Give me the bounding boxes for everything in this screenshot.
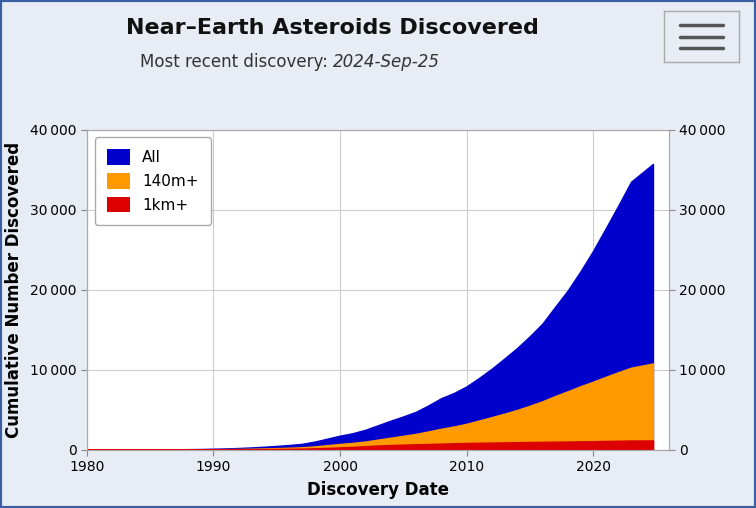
X-axis label: Discovery Date: Discovery Date: [307, 481, 449, 499]
Text: Most recent discovery:: Most recent discovery:: [140, 53, 333, 71]
Text: Near–Earth Asteroids Discovered: Near–Earth Asteroids Discovered: [126, 18, 539, 38]
Y-axis label: Cumulative Number Discovered: Cumulative Number Discovered: [5, 142, 23, 437]
Legend: All, 140m+, 1km+: All, 140m+, 1km+: [94, 137, 211, 225]
Text: 2024-Sep-25: 2024-Sep-25: [333, 53, 440, 71]
